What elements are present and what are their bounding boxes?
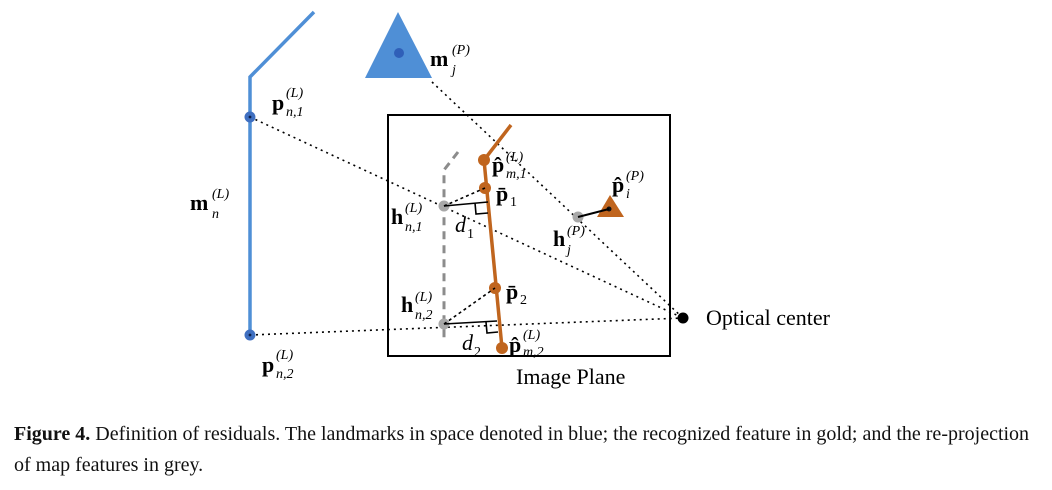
svg-text:m,2: m,2 (523, 345, 544, 360)
svg-text:2: 2 (474, 345, 481, 360)
label-pbar-1: p̄ 1 (496, 181, 517, 210)
feature-point-m2 (496, 342, 508, 354)
svg-text:(L): (L) (276, 348, 293, 363)
label-d-1: d 1 (455, 212, 474, 242)
svg-text:2: 2 (520, 293, 527, 308)
svg-text:p: p (272, 90, 284, 115)
svg-text:d: d (462, 330, 474, 355)
svg-text:h: h (553, 226, 565, 251)
svg-text:(L): (L) (506, 150, 523, 165)
svg-text:d: d (455, 212, 467, 237)
label-d-2: d 2 (462, 330, 481, 360)
svg-text:(P): (P) (452, 43, 470, 58)
svg-text:p̂: p̂ (612, 172, 624, 197)
svg-text:p̂: p̂ (509, 332, 521, 357)
svg-text:n: n (212, 207, 219, 222)
landmark-triangle (365, 12, 432, 78)
image-plane-frame (387, 114, 671, 357)
svg-text:j: j (450, 63, 456, 78)
optical-center-point (677, 312, 689, 324)
svg-text:n,1: n,1 (286, 105, 304, 120)
label-m-j-P: m (P) j (430, 43, 470, 78)
svg-text:p̄: p̄ (506, 279, 518, 304)
svg-text:j: j (565, 243, 571, 258)
label-h-j-P: h (P) j (553, 224, 585, 258)
landmark-line (244, 10, 316, 341)
caption-label: Figure 4. (14, 423, 91, 445)
label-h-n1-L: h (L) n,1 (391, 201, 423, 235)
ray-p-n2 (249, 317, 684, 336)
svg-text:(L): (L) (405, 201, 422, 216)
svg-text:m,1: m,1 (506, 167, 527, 182)
residual-d2 (443, 287, 499, 334)
svg-text:p̂: p̂ (492, 152, 504, 177)
label-h-n2-L: h (L) n,2 (401, 290, 433, 323)
svg-text:(L): (L) (523, 328, 540, 343)
label-m-n-L: m (L) n (190, 187, 229, 222)
svg-text:(P): (P) (567, 224, 585, 239)
svg-text:m: m (190, 190, 208, 215)
svg-text:(L): (L) (286, 86, 303, 101)
svg-text:p: p (262, 352, 274, 377)
label-phat-m1-L: p̂ (L) m,1 (492, 150, 527, 182)
feature-triangle (577, 195, 624, 218)
residuals-diagram: Optical center Image Plane m (P) j p (L)… (190, 10, 831, 389)
label-phat-m2-L: p̂ (L) m,2 (509, 328, 544, 360)
svg-text:n,1: n,1 (405, 220, 423, 235)
feature-line (478, 123, 513, 354)
svg-text:p̄: p̄ (496, 181, 508, 206)
svg-text:n,2: n,2 (276, 367, 294, 382)
svg-text:1: 1 (467, 227, 474, 242)
svg-text:(P): (P) (626, 169, 644, 184)
svg-text:i: i (626, 187, 630, 202)
feature-point-m1 (478, 154, 490, 166)
label-p-n2-L: p (L) n,2 (262, 348, 294, 382)
svg-text:1: 1 (510, 195, 517, 210)
projection-rays (249, 81, 684, 336)
label-pbar-2: p̄ 2 (506, 279, 527, 308)
svg-text:m: m (430, 46, 448, 71)
svg-text:(L): (L) (415, 290, 432, 305)
caption-text: Definition of residuals. The landmarks i… (14, 423, 1030, 476)
svg-text:h: h (391, 204, 403, 229)
svg-text:n,2: n,2 (415, 308, 433, 323)
svg-text:(L): (L) (212, 187, 229, 202)
ray-p-n1 (249, 116, 684, 319)
figure-caption: Figure 4. Definition of residuals. The l… (14, 419, 1044, 481)
optical-center-label: Optical center (706, 305, 831, 330)
svg-text:h: h (401, 292, 413, 317)
label-phat-i-P: p̂ (P) i (612, 169, 644, 202)
ray-m-j (431, 81, 684, 319)
label-p-n1-L: p (L) n,1 (272, 86, 304, 120)
residual-d1 (443, 187, 489, 215)
image-plane-label: Image Plane (516, 364, 625, 389)
